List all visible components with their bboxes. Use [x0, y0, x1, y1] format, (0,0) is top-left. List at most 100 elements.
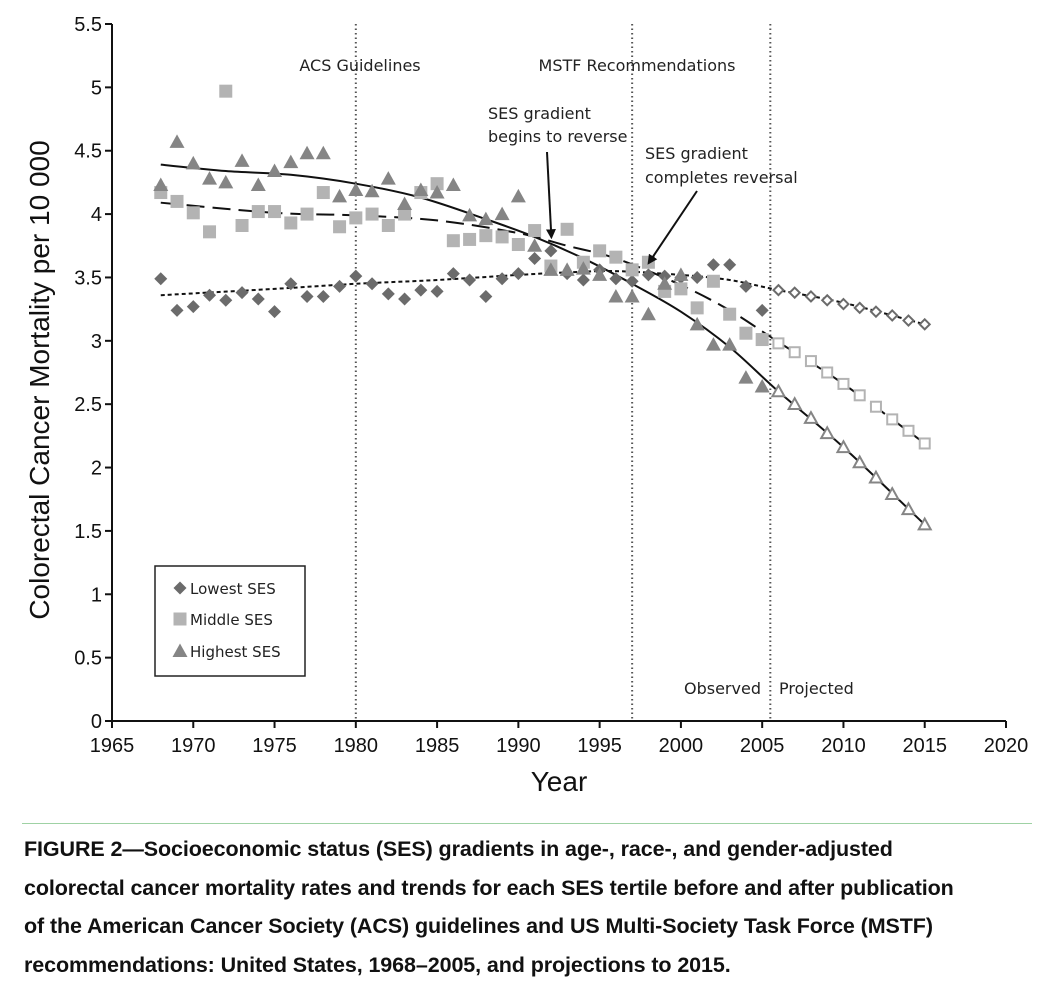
triangle-point [575, 261, 591, 275]
diamond-point [544, 244, 558, 258]
trend-line-triangle [160, 163, 926, 526]
diamond-point [154, 272, 168, 286]
square-point [690, 301, 704, 315]
triangle-point [559, 262, 575, 276]
square-point [755, 333, 769, 347]
x-axis-title: Year [531, 766, 588, 797]
mortality-chart: 0 0.5 1 1.5 2 2.5 3 3.5 4 4.5 5 5.5 1965 1970 1975 1980… [24, 14, 1028, 797]
diamond-projected-point [885, 309, 899, 322]
mstf-recommendations-label: MSTF Recommendations [539, 56, 736, 75]
annotation-arrow [647, 190, 698, 265]
x-tick-label: 2010 [821, 735, 866, 757]
caption-divider [22, 823, 1032, 824]
y-tick-label: 2.5 [74, 394, 102, 416]
x-tick-label: 1975 [252, 735, 297, 757]
diamond-point [755, 303, 769, 317]
diamond-point [349, 269, 363, 283]
square-point [723, 307, 737, 321]
triangle-point [153, 177, 169, 191]
square-point [446, 234, 460, 248]
diamond-projected-point [820, 293, 834, 307]
x-tick-label: 2000 [659, 735, 704, 757]
diamond-point [511, 267, 525, 281]
diamond-projected-point [772, 283, 785, 297]
square-point [268, 205, 282, 219]
triangle-point [705, 337, 721, 351]
triangle-point [478, 211, 494, 226]
square-point [706, 274, 720, 288]
y-tick-label: 0.5 [74, 648, 102, 670]
triangle-point [738, 370, 754, 384]
square-point [398, 207, 412, 221]
diamond-point [528, 251, 542, 265]
diamond-projected-point [902, 314, 915, 327]
diamond-point [414, 283, 428, 297]
annotation-arrow [545, 151, 556, 240]
diamond-point [316, 289, 330, 303]
triangle-point [364, 183, 380, 198]
diamond-projected-point [853, 301, 867, 315]
square-point [430, 177, 444, 191]
diamond-point [381, 287, 395, 301]
diamond-point [170, 303, 184, 317]
caption-line: recommendations: United States, 1968–200… [24, 952, 731, 977]
diamond-projected-point [869, 305, 883, 319]
triangle-projected-point [884, 486, 900, 500]
legend-label: Lowest SES [190, 580, 276, 598]
triangle-point [494, 206, 510, 221]
legend-label: Middle SES [190, 611, 273, 629]
diamond-point [479, 289, 493, 303]
square-point [463, 232, 477, 246]
annotation-text: begins to reverse [488, 127, 627, 146]
triangle-point [413, 182, 429, 197]
caption-line: FIGURE 2—Socioeconomic status (SES) grad… [24, 837, 893, 861]
square-point [381, 218, 395, 232]
triangle-projected-point [852, 454, 868, 469]
diamond-projected-point [804, 290, 818, 303]
triangle-point [218, 174, 234, 189]
diamond-point [398, 292, 412, 306]
triangle-point [429, 185, 445, 199]
diamond-point [186, 300, 200, 314]
square-point [333, 220, 347, 234]
y-axis-title: Colorectal Cancer Mortality per 10 000 [24, 140, 55, 619]
square-projected-point [853, 389, 866, 402]
square-projected-point [918, 437, 931, 450]
triangle-point [332, 188, 348, 203]
x-tick-label: 1995 [577, 735, 622, 757]
square-projected-point [902, 424, 915, 437]
trend-line-square [160, 201, 926, 445]
x-tick-label: 2005 [740, 735, 785, 757]
triangle-point [754, 378, 770, 393]
square-point [609, 250, 623, 264]
y-tick-label: 5 [91, 77, 102, 99]
triangle-projected-point [803, 410, 819, 424]
square-point [203, 225, 217, 239]
x-tick-label: 1980 [334, 735, 379, 757]
triangle-point [592, 267, 608, 281]
square-point [593, 244, 607, 258]
square-point [739, 326, 753, 340]
annotation-text: completes reversal [645, 168, 798, 187]
triangle-point [283, 154, 299, 169]
trend-line-diamond [160, 270, 925, 326]
square-point [560, 222, 574, 236]
diamond-point [268, 305, 282, 319]
diamond-point [641, 268, 655, 282]
x-tick-label: 1970 [171, 735, 216, 757]
triangle-projected-point [917, 516, 933, 531]
triangle-projected-point [770, 383, 787, 398]
triangle-projected-point [786, 396, 803, 410]
diamond-point [365, 277, 379, 291]
square-point [284, 216, 298, 230]
projected-label: Projected [779, 679, 854, 698]
y-tick-label: 1 [91, 584, 102, 606]
diamond-projected-point [837, 297, 850, 311]
triangle-point [608, 288, 624, 303]
legend-label: Highest SES [190, 643, 281, 661]
diamond-point [463, 273, 477, 287]
diamond-point [203, 288, 217, 302]
diamond-point [739, 279, 753, 293]
legend-marker-triangle [172, 643, 188, 657]
y-tick-label: 2 [91, 458, 102, 480]
